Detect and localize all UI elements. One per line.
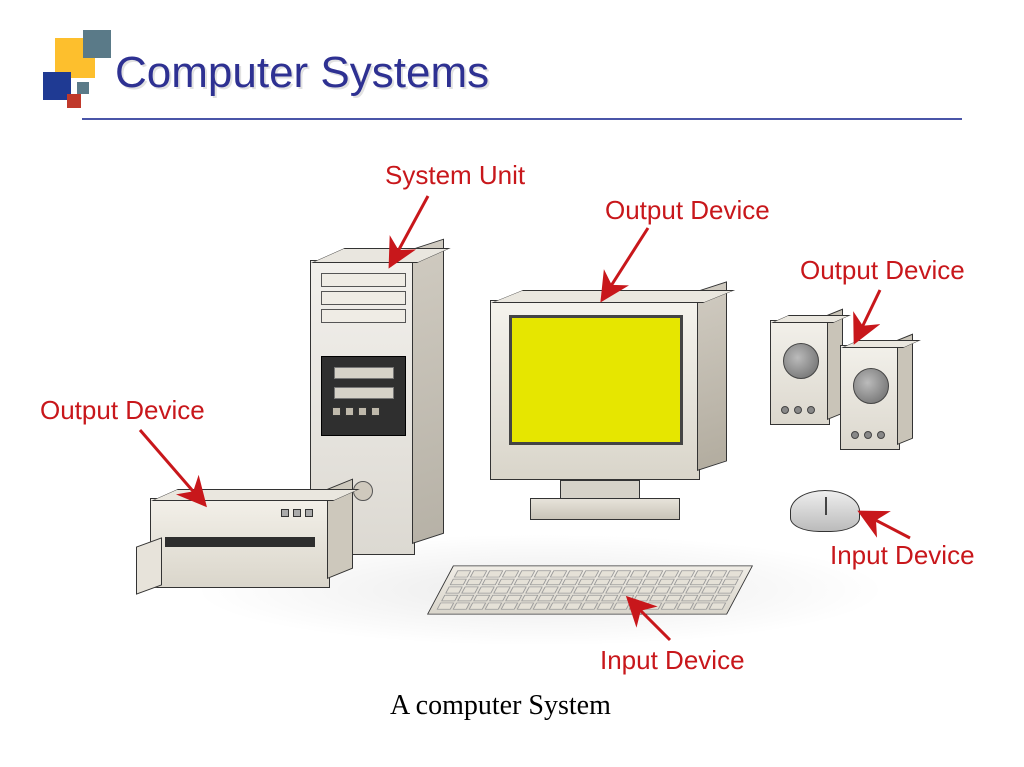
slide-stage: Computer Systems <box>0 0 1024 767</box>
figure-caption: A computer System <box>390 690 611 722</box>
callout-arrows <box>0 0 1024 767</box>
arr-output-speakers <box>855 290 880 342</box>
arr-input-keyboard <box>628 598 670 640</box>
arr-system-unit <box>390 196 428 266</box>
arr-output-printer <box>140 430 205 505</box>
arr-output-monitor <box>602 228 648 300</box>
arr-input-mouse <box>860 512 910 538</box>
